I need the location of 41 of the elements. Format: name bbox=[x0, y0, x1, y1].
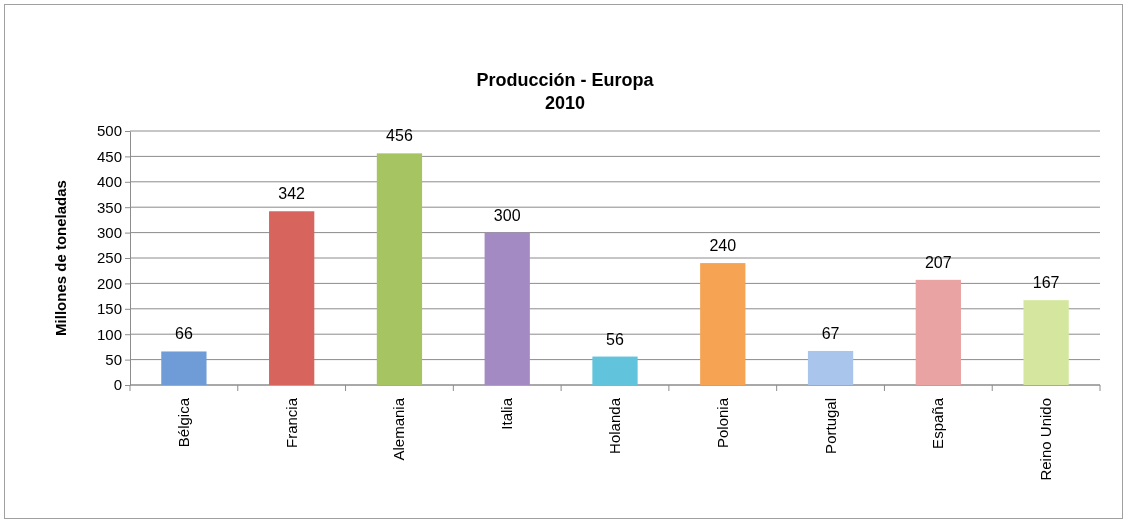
data-label: 240 bbox=[709, 237, 737, 255]
y-axis-title: Millones de toneladas bbox=[52, 180, 69, 336]
data-label: 456 bbox=[386, 127, 413, 145]
x-tick-label: Holanda bbox=[606, 397, 623, 454]
chart-title: Producción - Europa bbox=[476, 70, 655, 90]
bar bbox=[484, 232, 530, 385]
y-tick-label: 200 bbox=[96, 274, 122, 292]
x-tick-label: España bbox=[929, 397, 947, 449]
y-tick-label: 350 bbox=[96, 198, 122, 216]
x-tick-label: Alemania bbox=[390, 397, 408, 461]
y-tick-label: 400 bbox=[96, 173, 122, 191]
bar bbox=[161, 351, 207, 385]
x-tick-label: Bélgica bbox=[174, 397, 192, 448]
data-label: 207 bbox=[924, 253, 952, 271]
data-label: 67 bbox=[821, 324, 840, 342]
data-label: 342 bbox=[278, 185, 306, 203]
bar bbox=[592, 356, 638, 385]
bar bbox=[915, 279, 961, 385]
data-label: 56 bbox=[606, 330, 624, 348]
y-tick-label: 150 bbox=[96, 300, 122, 318]
y-tick-label: 100 bbox=[96, 325, 122, 343]
y-tick-label: 50 bbox=[105, 350, 122, 368]
bar bbox=[1023, 300, 1069, 385]
x-tick-label: Polonia bbox=[713, 397, 731, 449]
x-tick-label: Portugal bbox=[821, 398, 839, 454]
bar bbox=[269, 211, 315, 385]
data-label: 167 bbox=[1032, 274, 1060, 292]
chart-subtitle: 2010 bbox=[544, 93, 586, 113]
x-tick-label: Italia bbox=[498, 397, 516, 430]
y-tick-label: 300 bbox=[96, 223, 122, 241]
data-label: 300 bbox=[493, 206, 521, 224]
bar bbox=[807, 350, 854, 385]
y-tick-label: 0 bbox=[113, 376, 122, 394]
y-tick-label: 500 bbox=[96, 122, 122, 140]
y-tick-label: 250 bbox=[96, 249, 122, 267]
bar bbox=[376, 153, 423, 385]
data-label: 66 bbox=[174, 325, 193, 343]
y-tick-label: 450 bbox=[96, 147, 122, 165]
bar bbox=[700, 263, 746, 385]
x-tick-label: Reino Unido bbox=[1037, 398, 1055, 481]
x-tick-label: Francia bbox=[282, 397, 300, 449]
